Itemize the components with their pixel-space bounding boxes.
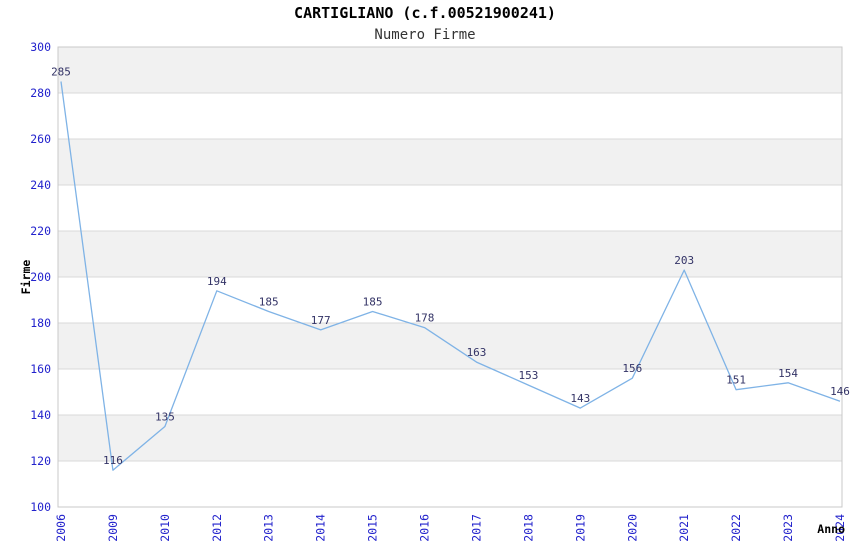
y-tick-label: 100 [30, 500, 51, 514]
x-tick-label: 2010 [158, 514, 172, 542]
y-tick-label: 180 [30, 316, 51, 330]
data-label: 153 [518, 369, 538, 382]
plot-band [58, 323, 842, 369]
x-tick-label: 2015 [366, 514, 380, 542]
x-tick-label: 2021 [677, 514, 691, 542]
x-axis-title: Anno [817, 522, 845, 536]
data-label: 177 [311, 314, 331, 327]
x-tick-label: 2013 [262, 514, 276, 542]
x-tick-label: 2020 [625, 514, 639, 542]
data-label: 163 [467, 346, 487, 359]
x-tick-label: 2024 [833, 514, 847, 542]
x-tick-label: 2019 [573, 514, 587, 542]
plot-band [58, 47, 842, 93]
data-label: 151 [726, 374, 746, 387]
plot-border [57, 46, 843, 508]
data-label: 143 [570, 392, 590, 405]
x-tick-label: 2006 [54, 514, 68, 542]
data-label: 116 [103, 454, 123, 467]
y-axis-title: Firme [19, 260, 33, 295]
x-tick-label: 2022 [729, 514, 743, 542]
data-label: 156 [622, 362, 642, 375]
x-tick-label: 2023 [781, 514, 795, 542]
data-label: 135 [155, 411, 175, 424]
y-tick-label: 240 [30, 178, 51, 192]
y-tick-label: 220 [30, 224, 51, 238]
data-label: 178 [415, 312, 435, 325]
data-label: 285 [51, 66, 71, 79]
plot-band [58, 231, 842, 277]
x-tick-label: 2017 [469, 514, 483, 542]
data-label: 146 [830, 385, 850, 398]
data-label: 194 [207, 275, 227, 288]
data-label: 185 [259, 296, 279, 309]
plot-band [58, 415, 842, 461]
chart-subtitle: Numero Firme [374, 27, 476, 43]
x-tick-label: 2009 [106, 514, 120, 542]
y-tick-label: 280 [30, 86, 51, 100]
x-tick-label: 2016 [418, 514, 432, 542]
y-tick-label: 160 [30, 362, 51, 376]
chart-title: CARTIGLIANO (c.f.00521900241) [294, 4, 556, 22]
plot-band [58, 139, 842, 185]
data-label: 203 [674, 254, 694, 267]
series-line [60, 81, 841, 471]
data-label: 154 [778, 367, 798, 380]
data-label: 185 [363, 296, 383, 309]
y-tick-label: 200 [30, 270, 51, 284]
x-tick-label: 2012 [210, 514, 224, 542]
y-tick-label: 120 [30, 454, 51, 468]
y-tick-label: 140 [30, 408, 51, 422]
x-tick-label: 2014 [314, 514, 328, 542]
x-tick-label: 2018 [521, 514, 535, 542]
y-tick-label: 260 [30, 132, 51, 146]
y-tick-label: 300 [30, 40, 51, 54]
